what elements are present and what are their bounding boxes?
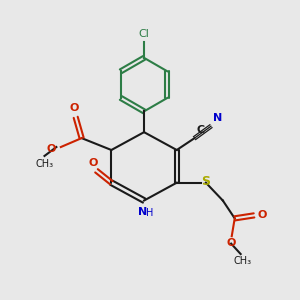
Text: O: O <box>258 210 267 220</box>
Text: N: N <box>213 113 223 123</box>
Text: O: O <box>70 103 79 113</box>
Text: O: O <box>226 238 236 248</box>
Text: CH₃: CH₃ <box>35 159 53 169</box>
Text: CH₃: CH₃ <box>233 256 251 266</box>
Text: O: O <box>47 144 56 154</box>
Text: O: O <box>89 158 98 168</box>
Text: S: S <box>201 175 210 188</box>
Text: N: N <box>138 207 147 217</box>
Text: C: C <box>197 124 205 134</box>
Text: H: H <box>146 208 153 218</box>
Text: Cl: Cl <box>139 28 149 38</box>
